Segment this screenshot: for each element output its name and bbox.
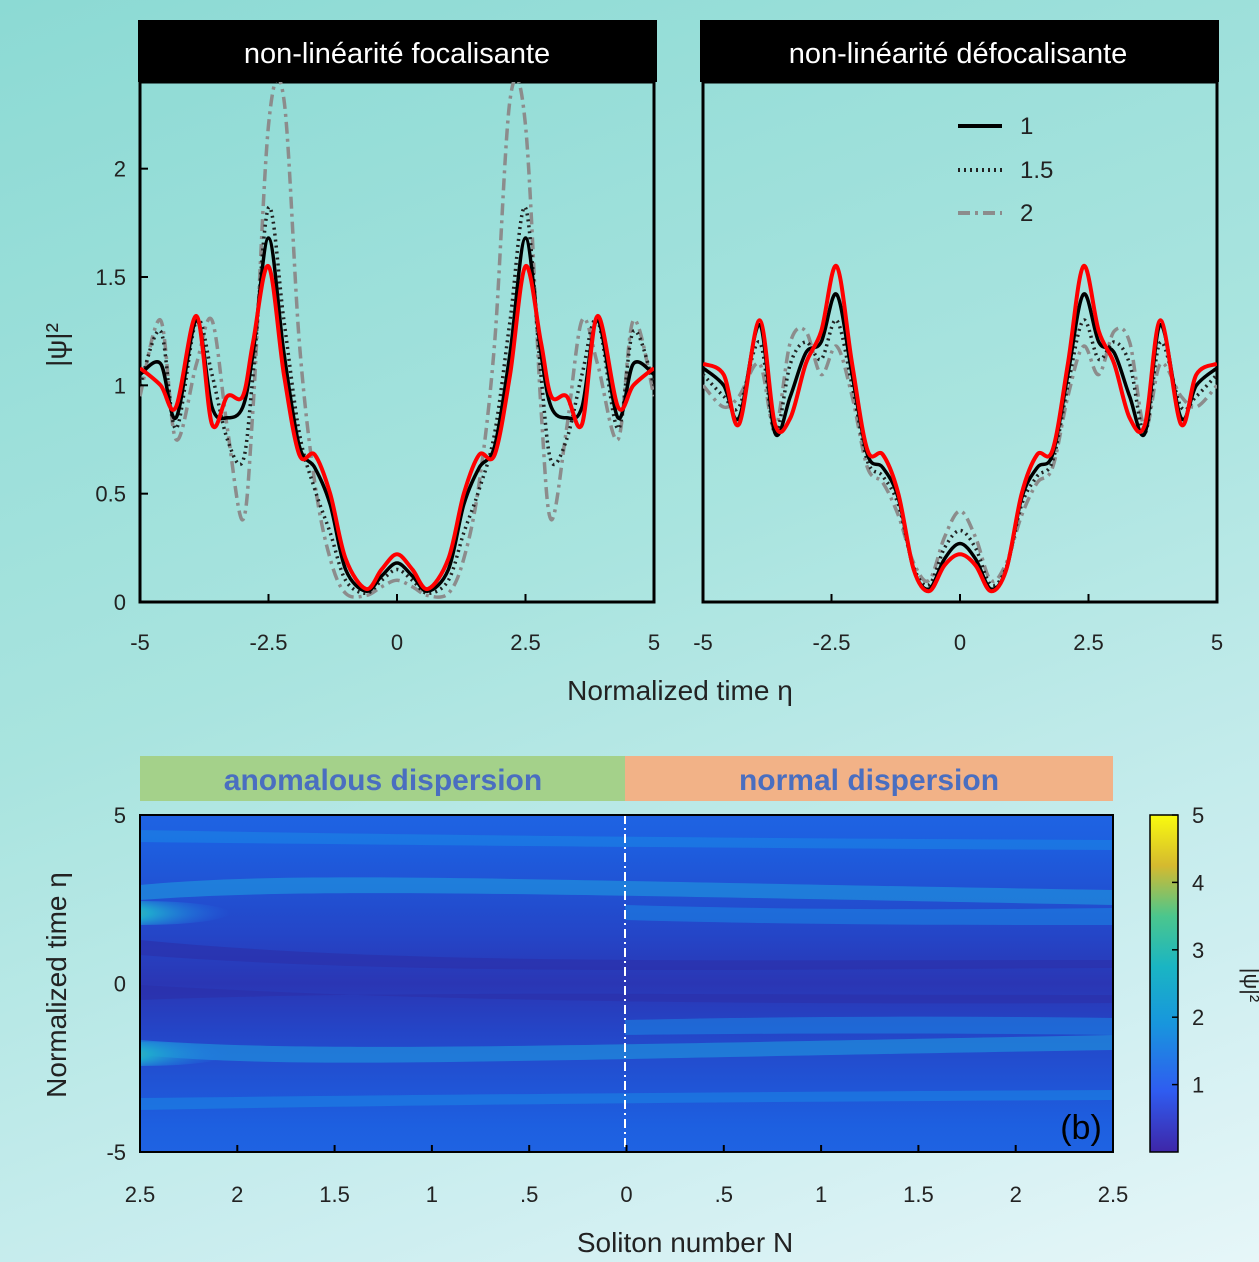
x-tick-label: 2.5 [1098, 1182, 1129, 1207]
series-line-solid-red [703, 264, 1217, 594]
colorbar-label: |ψ|² [1239, 968, 1259, 1002]
y-axis-label: |ψ|² [41, 323, 72, 367]
x-tick-label: -5 [693, 630, 713, 655]
x-axis: -5 -2.5 0 2.5 5 [693, 594, 1223, 655]
x-tick-label: 1.5 [319, 1182, 350, 1207]
anomalous-label: anomalous dispersion [224, 764, 542, 797]
series-line-dashed-gray [703, 326, 1217, 583]
shared-x-axis-label: Normalized time η [567, 675, 793, 706]
y-axis: -5 0 5 [106, 803, 126, 1165]
anomalous-band [140, 756, 625, 801]
series-line-solid-black [703, 292, 1217, 592]
panel-focusing: non-linéarité focalisante -5 -2.5 0 2.5 5 00… [41, 20, 660, 655]
colorbar-tick-label: 1 [1192, 1073, 1204, 1098]
x-tick-label: 1 [426, 1182, 438, 1207]
heatmap-peak [140, 901, 230, 925]
colorbar-axis: 1 2 3 4 5 [1172, 803, 1204, 1098]
heatmap-image [140, 815, 1113, 1152]
x-tick-label: -2.5 [813, 630, 851, 655]
series-group [703, 264, 1217, 594]
panel-defocusing: non-linéarité défocalisante -5 -2.5 0 2.5 5 … [693, 20, 1223, 655]
x-tick-label: 0 [391, 630, 403, 655]
x-tick-label: 2 [1010, 1182, 1022, 1207]
legend: 1 1.5 2 [958, 113, 1053, 227]
series-line-dotted [703, 318, 1217, 588]
colorbar-tick-label: 4 [1192, 870, 1204, 895]
panel-label: (b) [1060, 1109, 1102, 1147]
series-line-dashed-gray [140, 82, 654, 599]
y-tick-label: 0.5 [95, 482, 126, 507]
series-line-solid-black [140, 236, 654, 593]
colorbar-tick-label: 5 [1192, 803, 1204, 828]
panel-heatmap: anomalous dispersion normal dispersion (… [41, 756, 1259, 1258]
series-line-solid-red [140, 264, 654, 592]
x-tick-label: 2.5 [125, 1182, 156, 1207]
x-axis-label: Soliton number N [577, 1227, 793, 1258]
y-tick-label: 0 [114, 972, 126, 997]
y-tick-label: 1.5 [95, 265, 126, 290]
x-axis: 2.5 2 1.5 1.5 0.5 1 1.5 2 2.5 [125, 1145, 1129, 1207]
x-tick-label: 5 [1211, 630, 1223, 655]
legend-label: 1.5 [1020, 157, 1053, 184]
panel-title-bar [138, 20, 657, 82]
x-axis: -5 -2.5 0 2.5 5 [130, 594, 660, 655]
x-tick-label: 1 [815, 1182, 827, 1207]
x-tick-label: 2.5 [1073, 630, 1104, 655]
x-tick-label: 2 [231, 1182, 243, 1207]
x-tick-label: 0 [954, 630, 966, 655]
x-tick-label: 0 [620, 1182, 632, 1207]
y-axis: 0 0.5 1 1.5 2 [95, 157, 148, 615]
panel-title: non-linéarité focalisante [244, 38, 550, 70]
colorbar-tick-label: 3 [1192, 938, 1204, 963]
panel-title: non-linéarité défocalisante [789, 38, 1128, 70]
y-tick-label: 1 [114, 373, 126, 398]
panel-title-bar [700, 20, 1219, 82]
x-tick-label: 2.5 [510, 630, 541, 655]
normal-label: normal dispersion [739, 764, 999, 797]
heatmap-peak [140, 1042, 230, 1066]
x-tick-label: -5 [130, 630, 150, 655]
legend-label: 1 [1020, 113, 1033, 140]
y-tick-label: 2 [114, 157, 126, 182]
x-tick-label: 1.5 [903, 1182, 934, 1207]
y-tick-label: -5 [106, 1140, 126, 1165]
legend-label: 2 [1020, 200, 1033, 227]
series-line-dotted [140, 205, 654, 596]
plot-frame [701, 80, 1219, 604]
series-group [140, 82, 654, 599]
x-tick-label: .5 [715, 1182, 733, 1207]
colorbar-tick-label: 2 [1192, 1005, 1204, 1030]
x-tick-label: -2.5 [250, 630, 288, 655]
y-tick-label: 5 [114, 803, 126, 828]
x-tick-label: .5 [520, 1182, 538, 1207]
y-tick-label: 0 [114, 590, 126, 615]
y-axis-label: Normalized time η [41, 872, 72, 1098]
colorbar [1149, 814, 1179, 1153]
x-tick-label: 5 [648, 630, 660, 655]
normal-band [625, 756, 1113, 801]
